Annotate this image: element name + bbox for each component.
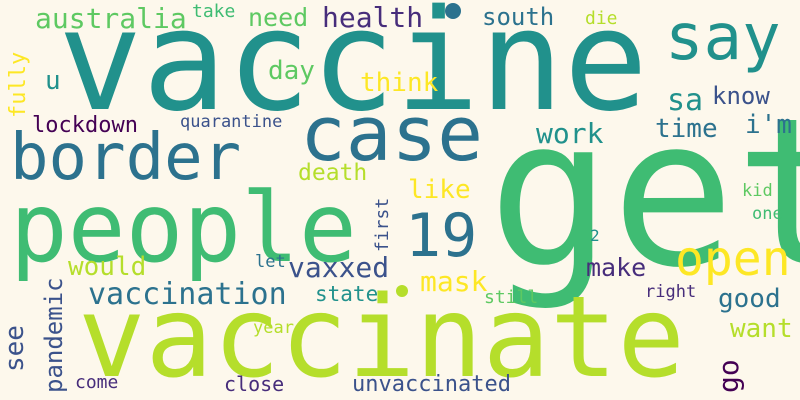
word-19: 19 (405, 201, 478, 271)
word-let: let (255, 252, 286, 272)
word-right: right (645, 282, 697, 302)
word-take: take (192, 1, 236, 22)
word-work: work (536, 117, 604, 150)
word-go: go (712, 359, 745, 393)
word-one: one (752, 204, 783, 224)
word-health: health (322, 1, 424, 34)
word-vaccinate: vaccinate (78, 273, 685, 400)
word-vaccine: vaccine (58, 0, 649, 143)
word-first: first (372, 197, 393, 252)
word-fully: fully (6, 51, 31, 118)
word-still: still (484, 287, 539, 308)
word-need: need (248, 3, 309, 32)
word-year: year (253, 318, 294, 338)
word-pandemic: pandemic (40, 277, 68, 393)
word-2: 2 (590, 226, 600, 245)
word-make: make (586, 253, 647, 282)
word-people: people (10, 172, 357, 284)
word-know: know (712, 82, 770, 110)
word-see: see (0, 325, 30, 372)
word-die: die (585, 8, 618, 29)
dot-glyph (396, 285, 408, 297)
word-kid: kid (742, 181, 773, 201)
word-case: case (300, 89, 484, 178)
word-death: death (298, 160, 368, 186)
word-want: want (730, 314, 793, 344)
word-lockdown: lockdown (32, 113, 138, 138)
word-say: say (665, 1, 781, 75)
word-i-m: i'm (745, 110, 792, 140)
word-mask: mask (420, 265, 488, 298)
word-state: state (315, 282, 379, 306)
word-south: south (482, 3, 555, 31)
word-border: border (10, 121, 242, 195)
word-get: get (488, 75, 800, 313)
word-day: day (268, 56, 315, 86)
word-quarantine: quarantine (180, 112, 283, 132)
word-like: like (408, 175, 471, 205)
word-sa: sa (667, 83, 704, 118)
word-close: close (224, 372, 285, 396)
word-think: think (360, 68, 439, 98)
word-vaccination: vaccination (88, 277, 287, 312)
word-vaxxed: vaxxed (288, 251, 390, 284)
word-come: come (75, 372, 119, 393)
word-unvaccinated: unvaccinated (352, 372, 511, 397)
word-good: good (718, 284, 781, 314)
word-open: open (675, 231, 791, 287)
word-time: time (655, 114, 718, 144)
word-would: would (68, 252, 147, 282)
dot-glyph (445, 3, 461, 19)
word-u: u (45, 66, 61, 96)
word-australia: australia (35, 2, 187, 35)
